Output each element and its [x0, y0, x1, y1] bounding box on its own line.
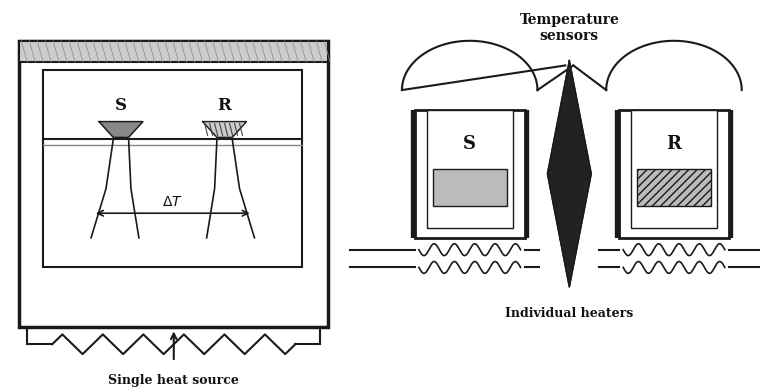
Text: R: R [217, 97, 231, 114]
Bar [415, 110, 525, 238]
Text: $\Delta T$: $\Delta T$ [163, 195, 183, 209]
Polygon shape [99, 122, 143, 137]
Text: Single heat source: Single heat source [108, 374, 239, 387]
Text: Individual heaters: Individual heaters [505, 307, 633, 320]
Text: S: S [463, 135, 476, 153]
Bar [426, 110, 512, 228]
Text: Temperature
sensors: Temperature sensors [519, 13, 619, 43]
Bar [19, 41, 328, 63]
Bar [631, 110, 717, 228]
Bar [19, 41, 328, 326]
Text: S: S [115, 97, 127, 114]
Bar [433, 169, 506, 206]
Bar [43, 70, 303, 267]
Text: R: R [666, 135, 681, 153]
Polygon shape [547, 61, 591, 287]
Bar [637, 169, 711, 206]
Bar [619, 110, 729, 238]
Polygon shape [203, 122, 246, 137]
